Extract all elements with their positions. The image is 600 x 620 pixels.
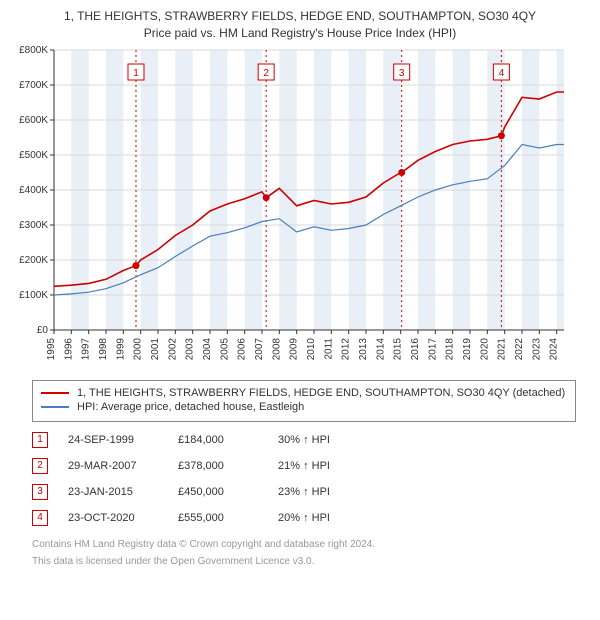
svg-text:1997: 1997 [81, 337, 92, 360]
svg-text:1996: 1996 [63, 337, 74, 360]
legend-row: 1, THE HEIGHTS, STRAWBERRY FIELDS, HEDGE… [41, 387, 567, 399]
event-row: 1 24-SEP-1999£184,00030% ↑ HPI [32, 428, 576, 454]
svg-text:2019: 2019 [462, 337, 473, 360]
svg-text:2016: 2016 [410, 337, 421, 360]
legend-label: 1, THE HEIGHTS, STRAWBERRY FIELDS, HEDGE… [77, 387, 565, 399]
legend-row: HPI: Average price, detached house, East… [41, 401, 567, 413]
svg-text:2024: 2024 [549, 337, 560, 360]
event-number-box: 3 [32, 484, 48, 500]
svg-text:2000: 2000 [133, 337, 144, 360]
svg-text:2014: 2014 [375, 337, 386, 360]
event-number-box: 2 [32, 458, 48, 474]
svg-text:£500K: £500K [19, 150, 48, 161]
svg-text:£700K: £700K [19, 80, 48, 91]
svg-text:2005: 2005 [219, 337, 230, 360]
svg-text:2015: 2015 [393, 337, 404, 360]
svg-text:2006: 2006 [237, 337, 248, 360]
legend-swatch [41, 392, 69, 394]
event-date: 24-SEP-1999 [68, 434, 178, 446]
svg-text:2002: 2002 [167, 337, 178, 360]
svg-text:2003: 2003 [185, 337, 196, 360]
svg-text:£0: £0 [37, 325, 49, 336]
footer-line-1: Contains HM Land Registry data © Crown c… [32, 538, 576, 551]
event-hpi-delta: 21% ↑ HPI [278, 460, 398, 472]
event-hpi-delta: 20% ↑ HPI [278, 512, 398, 524]
svg-text:£200K: £200K [19, 255, 48, 266]
legend: 1, THE HEIGHTS, STRAWBERRY FIELDS, HEDGE… [32, 380, 576, 422]
svg-text:£800K: £800K [19, 45, 48, 56]
legend-label: HPI: Average price, detached house, East… [77, 401, 304, 413]
svg-text:1: 1 [133, 68, 139, 79]
event-date: 23-JAN-2015 [68, 486, 178, 498]
event-number-box: 4 [32, 510, 48, 526]
svg-text:2010: 2010 [306, 337, 317, 360]
svg-text:2008: 2008 [271, 337, 282, 360]
event-price: £555,000 [178, 512, 278, 524]
legend-swatch [41, 406, 69, 408]
events-table: 1 24-SEP-1999£184,00030% ↑ HPI 2 29-MAR-200… [32, 428, 576, 532]
svg-text:£300K: £300K [19, 220, 48, 231]
svg-text:2: 2 [263, 68, 269, 79]
svg-text:2017: 2017 [427, 337, 438, 360]
chart-title-1: 1, THE HEIGHTS, STRAWBERRY FIELDS, HEDGE… [4, 8, 596, 25]
event-row: 2 29-MAR-2007£378,00021% ↑ HPI [32, 454, 576, 480]
event-date: 29-MAR-2007 [68, 460, 178, 472]
svg-text:£600K: £600K [19, 115, 48, 126]
svg-text:1995: 1995 [46, 337, 57, 360]
event-price: £184,000 [178, 434, 278, 446]
footer-line-2: This data is licensed under the Open Gov… [32, 555, 576, 568]
line-chart-svg: £0 £100K £200K £300K £400K £500K £600K £700K £80… [4, 42, 564, 372]
svg-text:2004: 2004 [202, 337, 213, 360]
event-row: 4 23-OCT-2020£555,00020% ↑ HPI [32, 506, 576, 532]
svg-text:£100K: £100K [19, 290, 48, 301]
svg-text:£400K: £400K [19, 185, 48, 196]
event-date: 23-OCT-2020 [68, 512, 178, 524]
event-number-box: 1 [32, 432, 48, 448]
chart-area: £0 £100K £200K £300K £400K £500K £600K £700K £80… [4, 42, 596, 372]
event-price: £378,000 [178, 460, 278, 472]
svg-text:2020: 2020 [479, 337, 490, 360]
svg-text:2018: 2018 [445, 337, 456, 360]
svg-text:2021: 2021 [497, 337, 508, 360]
event-hpi-delta: 23% ↑ HPI [278, 486, 398, 498]
svg-text:2007: 2007 [254, 337, 265, 360]
event-hpi-delta: 30% ↑ HPI [278, 434, 398, 446]
svg-text:2022: 2022 [514, 337, 525, 360]
svg-text:2011: 2011 [323, 337, 334, 359]
svg-text:1998: 1998 [98, 337, 109, 360]
event-row: 3 23-JAN-2015£450,00023% ↑ HPI [32, 480, 576, 506]
svg-text:1999: 1999 [115, 337, 126, 360]
svg-text:4: 4 [499, 68, 505, 79]
svg-text:2023: 2023 [531, 337, 542, 360]
svg-text:3: 3 [399, 68, 405, 79]
svg-text:2001: 2001 [150, 337, 161, 360]
svg-text:2009: 2009 [289, 337, 300, 360]
svg-text:2013: 2013 [358, 337, 369, 360]
svg-text:2012: 2012 [341, 337, 352, 360]
chart-title-2: Price paid vs. HM Land Registry's House … [4, 25, 596, 42]
event-price: £450,000 [178, 486, 278, 498]
